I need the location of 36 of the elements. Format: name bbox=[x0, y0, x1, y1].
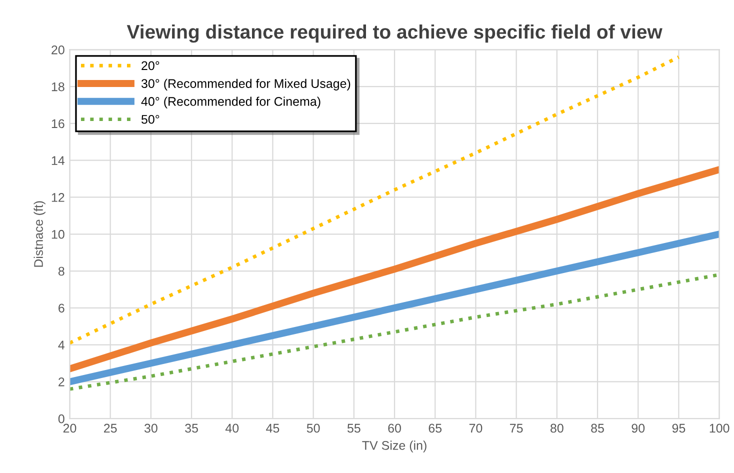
x-tick-label: 40 bbox=[225, 424, 239, 433]
y-tick-label: 18 bbox=[52, 82, 64, 92]
y-tick-label: 8 bbox=[58, 266, 64, 276]
chart-title: Viewing distance required to achieve specific field of view bbox=[126, 24, 662, 43]
x-tick-label: 90 bbox=[632, 424, 645, 433]
x-tick-label: 75 bbox=[510, 424, 523, 433]
y-tick-label: 14 bbox=[52, 156, 65, 165]
x-tick-label: 80 bbox=[550, 424, 564, 433]
legend-label: 30° (Recommended for Mixed Usage) bbox=[141, 78, 350, 90]
y-tick-label: 20 bbox=[52, 45, 64, 54]
x-tick-label: 55 bbox=[347, 424, 360, 433]
y-axis-title: Distnace (ft) bbox=[34, 201, 46, 267]
y-tick-label: 16 bbox=[52, 119, 64, 128]
x-tick-label: 95 bbox=[672, 424, 686, 433]
x-axis-title: TV Size (in) bbox=[362, 440, 426, 452]
x-tick-label: 70 bbox=[469, 424, 482, 433]
legend-label: 40° (Recommended for Cinema) bbox=[141, 96, 320, 108]
x-tick-label: 100 bbox=[710, 424, 730, 433]
x-tick-label: 50 bbox=[306, 424, 320, 433]
x-tick-label: 60 bbox=[388, 424, 401, 433]
y-tick-label: 6 bbox=[58, 304, 64, 313]
x-tick-label: 35 bbox=[185, 424, 198, 433]
x-tick-label: 65 bbox=[428, 424, 442, 433]
y-tick-label: 2 bbox=[58, 378, 64, 386]
line-series bbox=[70, 272, 720, 391]
x-tick-label: 85 bbox=[591, 424, 604, 433]
y-tick-label: 12 bbox=[52, 193, 64, 202]
y-tick-label: 0 bbox=[58, 414, 64, 424]
x-tick-label: 45 bbox=[266, 424, 280, 433]
y-tick-label: 4 bbox=[58, 340, 65, 350]
x-tick-label: 25 bbox=[104, 424, 117, 433]
x-tick-label: 30 bbox=[144, 424, 158, 433]
line-series bbox=[70, 55, 680, 345]
y-tick-label: 10 bbox=[52, 230, 64, 239]
legend-label: 50° bbox=[141, 114, 160, 124]
legend-label: 20° bbox=[142, 61, 160, 70]
